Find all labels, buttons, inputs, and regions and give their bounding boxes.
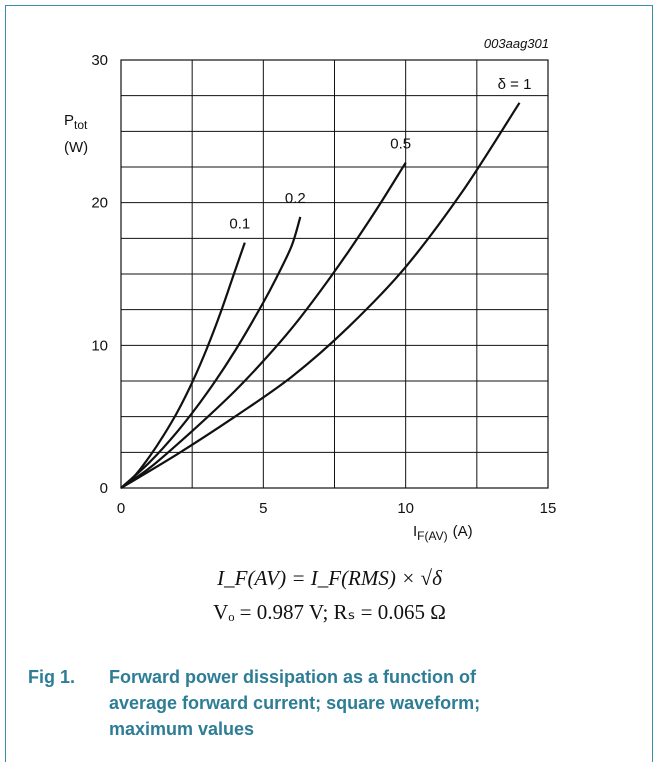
- series-line: [120, 102, 521, 489]
- y-tick-label: 10: [91, 337, 108, 354]
- series-label: 0.2: [285, 190, 306, 207]
- chart-series: [120, 102, 521, 489]
- x-tick-label: 15: [540, 500, 557, 517]
- series-line: [120, 242, 246, 489]
- plot-area: [120, 59, 549, 489]
- figure-code: 003aag301: [484, 36, 549, 51]
- y-tick-label: 30: [91, 52, 108, 69]
- chart-grid: [121, 60, 548, 488]
- series-labels: 0.1 0.2 0.5 δ = 1: [229, 76, 531, 233]
- y-axis-label: Ptot: [64, 112, 88, 132]
- chart-ticks: 0 5 10 15 0 10 20 30: [91, 52, 556, 517]
- y-axis-unit: (W): [64, 139, 88, 156]
- formula-current: I_F(AV) = I_F(RMS) × √δ: [217, 566, 442, 590]
- formula-parameters: Vₒ = 0.987 V; Rₛ = 0.065 Ω: [213, 600, 446, 624]
- x-tick-label: 10: [397, 500, 414, 517]
- figure-number: Fig 1.: [28, 667, 76, 687]
- y-tick-label: 20: [91, 195, 108, 212]
- figure-frame: [5, 5, 653, 762]
- y-tick-label: 0: [100, 480, 108, 497]
- series-line: [120, 216, 302, 489]
- figure-caption-text: Forward power dissipation as a function …: [109, 667, 481, 739]
- series-label: 0.1: [229, 216, 250, 233]
- series-label: δ = 1: [498, 76, 532, 93]
- chart: 0 5 10 15 0 10 20 30 0.1 0.2 0.5 δ = 1 003aag301 P…: [64, 36, 556, 543]
- x-tick-label: 5: [259, 500, 267, 517]
- series-label: 0.5: [390, 136, 411, 153]
- x-axis-label: IF(AV) (A): [413, 523, 473, 543]
- series-line: [120, 162, 407, 489]
- x-tick-label: 0: [117, 500, 125, 517]
